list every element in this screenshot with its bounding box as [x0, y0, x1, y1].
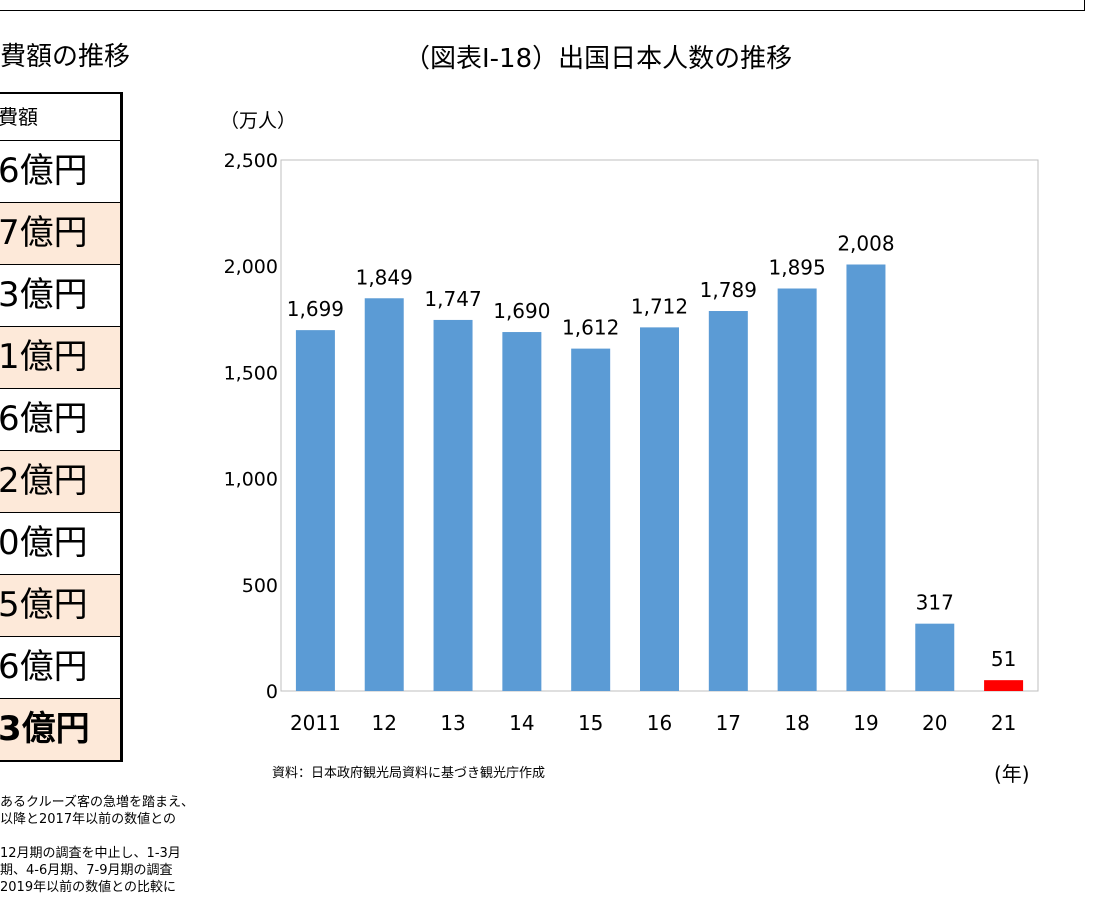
note-line: 期、4-6月期、7-9月期の調査	[0, 863, 173, 878]
x-tick-label: 14	[509, 711, 534, 735]
note-line: 2019年以前の数値との比較に	[0, 880, 176, 895]
chart-title: （図表Ⅰ-18）出国日本人数の推移	[404, 44, 793, 74]
x-tick-label: 18	[784, 711, 809, 735]
x-tick-label: 17	[716, 711, 741, 735]
y-tick-label: 0	[266, 681, 278, 703]
data-label: 1,699	[287, 297, 344, 321]
bar	[433, 319, 473, 691]
bar	[295, 330, 335, 691]
data-label: 1,895	[769, 256, 826, 280]
data-label: 1,789	[700, 278, 757, 302]
bar	[640, 327, 679, 691]
table-row: 5億円	[0, 574, 120, 636]
data-label: 1,612	[562, 316, 619, 340]
data-label: 1,747	[424, 287, 481, 311]
table-row: 0億円	[0, 512, 120, 574]
x-tick-label: 2011	[290, 711, 341, 735]
note-line: あるクルーズ客の急増を踏まえ、	[0, 795, 194, 810]
x-tick-label: 16	[647, 711, 672, 735]
bar	[846, 264, 886, 691]
x-tick-label: 19	[853, 711, 878, 735]
data-label: 1,690	[493, 299, 550, 323]
bar	[915, 623, 955, 691]
table-row: 6億円	[0, 140, 120, 202]
top-frame	[0, 0, 1085, 11]
note-line: 12月期の調査を中止し、1-3月	[0, 846, 181, 861]
x-tick-label: 12	[372, 711, 397, 735]
y-tick-label: 500	[242, 575, 278, 597]
bar	[984, 680, 1024, 691]
table-row: 1億円	[0, 326, 120, 388]
data-label: 1,712	[631, 294, 688, 318]
x-tick-label: 21	[991, 711, 1016, 735]
table-row: 6億円	[0, 388, 120, 450]
data-label: 2,008	[837, 232, 894, 256]
x-tick-label: 13	[440, 711, 465, 735]
data-label: 317	[916, 591, 954, 615]
bar	[708, 311, 748, 691]
y-tick-label: 1,000	[224, 469, 278, 491]
notes: あるクルーズ客の急増を踏まえ、 以降と2017年以前の数値との 12月期の調査を中止…	[0, 794, 194, 896]
y-tick-label: 1,500	[224, 362, 278, 384]
y-tick-label: 2,500	[224, 150, 278, 172]
x-axis-unit: (年)	[994, 762, 1030, 786]
table-row: 2億円	[0, 450, 120, 512]
left-panel-title: 消費額の推移	[0, 42, 131, 72]
y-axis-unit: （万人）	[220, 110, 297, 132]
bar	[777, 288, 817, 691]
data-label: 51	[991, 647, 1016, 671]
bar	[502, 332, 542, 691]
table-row: 3億円	[0, 264, 120, 326]
y-tick-label: 2,000	[224, 256, 278, 278]
bar	[571, 348, 611, 691]
table-header: 消費額	[0, 105, 38, 129]
note-line: 以降と2017年以前の数値との	[0, 812, 176, 827]
x-tick-label: 15	[578, 711, 603, 735]
data-label: 1,849	[356, 265, 413, 289]
bar	[364, 298, 404, 691]
table-row: 3億円	[0, 698, 120, 760]
table-row: 6億円	[0, 636, 120, 698]
x-tick-label: 20	[922, 711, 947, 735]
source-note: 資料：日本政府観光局資料に基づき観光庁作成	[272, 766, 546, 781]
table-row: 7億円	[0, 202, 120, 264]
